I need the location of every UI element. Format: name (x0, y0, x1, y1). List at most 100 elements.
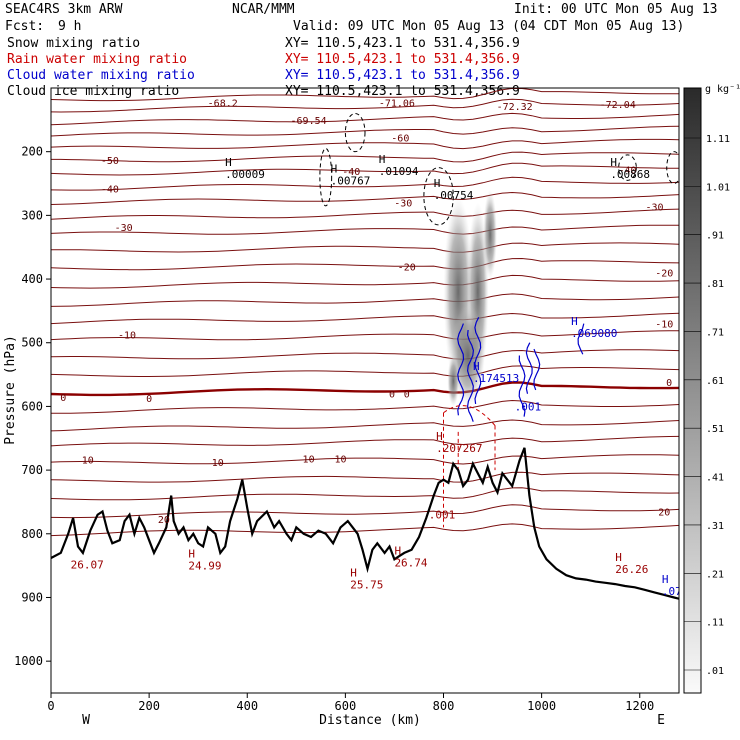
extremum-value: 25.75 (350, 579, 383, 592)
isotherm-label: -68.2 (208, 99, 238, 110)
extremum-h-mark: H (610, 156, 617, 169)
cloud-water-contour (533, 348, 541, 391)
isotherm-line (51, 523, 679, 537)
isotherm-line (51, 454, 679, 465)
extremum-marker: H26.74 (394, 544, 427, 569)
isotherm-line (51, 504, 679, 519)
isotherm-line (51, 112, 679, 126)
isotherm-line (51, 162, 679, 176)
isotherm-label: 0 (666, 378, 672, 389)
y-tick-label: 600 (21, 399, 43, 413)
y-tick-label: 300 (21, 208, 43, 222)
extremum-h-mark: H (473, 360, 480, 373)
isotherm-label: 20 (158, 515, 170, 526)
extremum-value: .001 (515, 400, 542, 413)
extremum-value: .00767 (331, 174, 371, 187)
extremum-marker: H.01094 (379, 153, 419, 178)
y-tick-label: 400 (21, 272, 43, 286)
rain-water-contour (443, 405, 496, 426)
extremum-value: .00009 (225, 168, 265, 181)
isotherm-label: -72.32 (497, 102, 533, 113)
isotherm-line (51, 98, 679, 113)
extremum-value: 26.07 (71, 558, 104, 571)
extremum-marker: H.069080 (571, 315, 617, 340)
field-name: Rain water mixing ratio (7, 52, 187, 67)
field-xy: XY= 110.5,423.1 to 531.4,356.9 (285, 68, 520, 83)
header-fcst-label: Fcst: (5, 19, 44, 34)
isotherm-line (51, 88, 679, 102)
extremum-h-mark: H (662, 573, 669, 586)
isotherm-label: -50 (101, 156, 119, 167)
isotherm-label: 20 (658, 508, 670, 519)
isotherm-label: 10 (212, 458, 224, 469)
isotherm-line (51, 242, 679, 253)
colorbar-tick-label: .21 (706, 569, 724, 580)
cloud-ice-contours (319, 112, 679, 226)
terrain-profile (51, 447, 679, 600)
isotherm-label: -30 (115, 223, 133, 234)
x-tick-label: 0 (47, 699, 54, 713)
isotherm-line (51, 257, 679, 271)
y-tick-label: 500 (21, 336, 43, 350)
colorbar-ticks: 1.11 1.01 .91 .81 .71 .61 .51 .41 .31 .21 .11 .01 (684, 134, 730, 677)
extremum-value: 26.74 (394, 556, 427, 569)
field-name: Snow mixing ratio (7, 36, 140, 51)
colorbar-tick-label: .51 (706, 424, 724, 435)
isotherm-line (51, 224, 679, 235)
extremum-marker: .001 (429, 509, 456, 522)
extremum-value: .001 (429, 509, 456, 522)
colorbar-tick-label: .41 (706, 473, 724, 484)
isotherm-line (51, 435, 679, 447)
axes: 0 200 400 600 800 1000 12002003004005006007008… (14, 145, 654, 713)
cloud-water-contour (457, 323, 465, 416)
colorbar-tick-label: .31 (706, 521, 724, 532)
colorbar-tick-label: .71 (706, 327, 724, 338)
isotherm-label: 0 (146, 394, 152, 405)
colorbar (683, 87, 702, 694)
extremum-marker: H.00868 (610, 156, 650, 181)
isotherm-label: -30 (394, 199, 412, 210)
header-valid: Valid: 09 UTC Mon 05 Aug 13 (04 CDT Mon … (293, 19, 684, 34)
isotherm-line (51, 208, 679, 220)
isotherm-label: 0 (404, 390, 410, 401)
isotherm-label: -60 (391, 134, 409, 145)
header-fcst-value: 9 h (58, 19, 81, 34)
y-tick-label: 900 (21, 590, 43, 604)
isotherm-line (51, 176, 679, 191)
y-axis-label: Pressure (hPa) (3, 335, 18, 445)
isotherm-label: 10 (303, 455, 315, 466)
x-tick-label: 200 (138, 699, 160, 713)
x-tick-label: 600 (335, 699, 357, 713)
y-tick-label: 200 (21, 145, 43, 159)
extremum-marker: 26.07 (71, 558, 104, 571)
isotherm-label: -72.04 (600, 100, 636, 111)
isotherm-line (51, 293, 679, 307)
extremum-value: 26.26 (615, 563, 648, 576)
contour-labels: -68.2 -69.54 -71.06 -72.32 -72.04 -60 -50 -40 -4… (60, 99, 679, 598)
field-name: Cloud water mixing ratio (7, 68, 195, 83)
header-model: SEAC4RS 3km ARW (5, 2, 123, 17)
isotherm-line (51, 349, 679, 360)
isotherm-label: 0 (389, 390, 395, 401)
isotherm-label: 0 (60, 393, 66, 404)
isotherm-label: -40 (101, 185, 119, 196)
isotherm-line (51, 138, 679, 150)
cloud-ice-contour (319, 148, 333, 207)
extremum-marker: H25.75 (350, 567, 383, 592)
rain-water-contours (443, 405, 496, 528)
isotherm-label: -30 (645, 202, 663, 213)
isotherm-label: -40 (618, 166, 636, 177)
extremum-h-mark: H (225, 156, 232, 169)
isotherm-line (51, 191, 679, 205)
extremum-value: .207267 (436, 442, 482, 455)
extremum-value: .069080 (571, 327, 617, 340)
isotherm-label: -20 (398, 262, 416, 273)
x-tick-label: 800 (433, 699, 455, 713)
plot-frame (50, 87, 680, 694)
colorbar-tick-label: .91 (706, 231, 724, 242)
extremum-marker: H.070060 (662, 573, 679, 598)
extremum-marker: .001 (515, 400, 542, 413)
isotherm-line (51, 381, 679, 397)
extremum-marker: H.174513 (473, 360, 519, 385)
